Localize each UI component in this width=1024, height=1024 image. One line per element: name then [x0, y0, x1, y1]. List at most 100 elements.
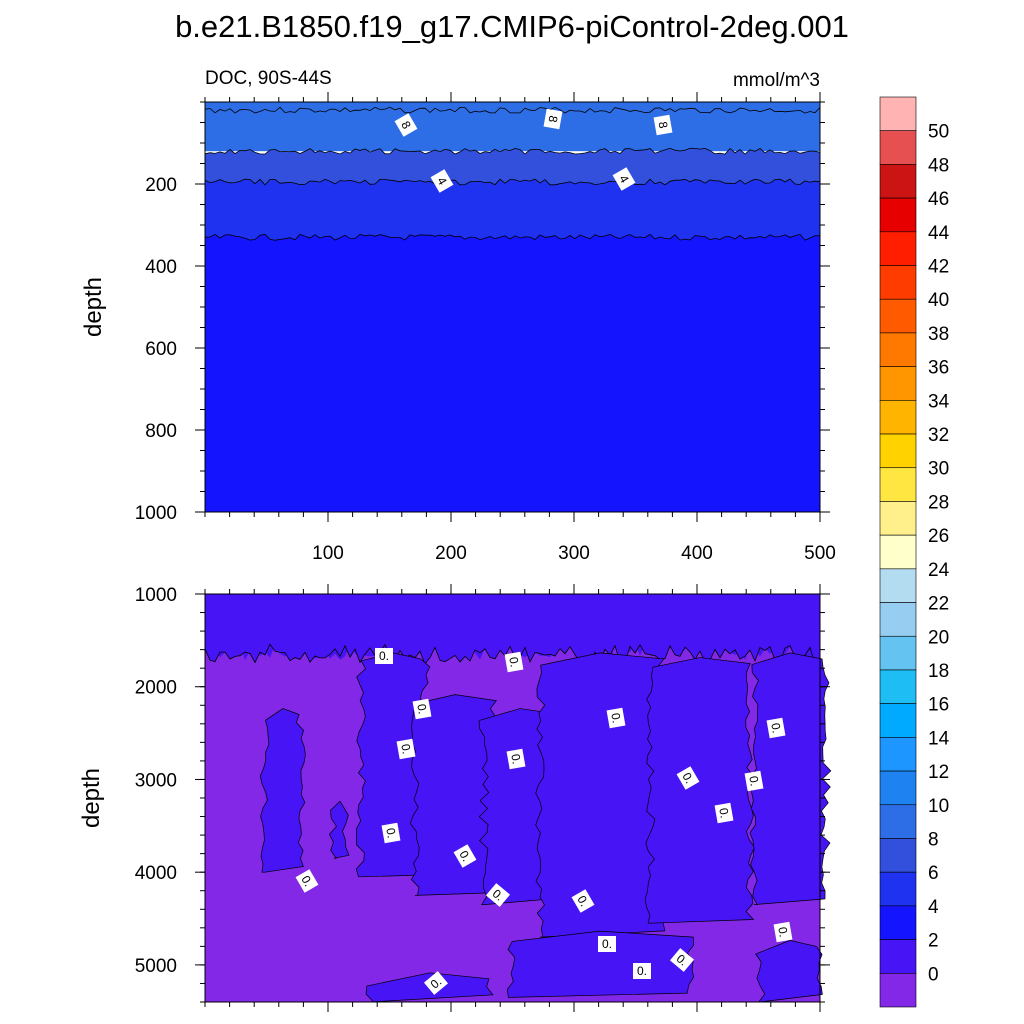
contour-label-bg	[612, 167, 636, 191]
contour-label-text: 0.	[398, 743, 414, 755]
plume-0-2	[749, 652, 832, 905]
colorbar-label: 44	[928, 223, 950, 244]
contour-label-text: 0.	[775, 926, 791, 938]
plume-0-2	[259, 708, 306, 873]
contour-label-text: 0.	[383, 827, 399, 839]
colorbar-label: 0	[928, 964, 939, 985]
x-tick-label: 500	[804, 543, 836, 564]
colorbar-label: 28	[928, 492, 949, 513]
contour-label-bg	[766, 717, 786, 739]
contour-label: 0.	[744, 770, 764, 792]
contour-label-text: 0.	[716, 807, 732, 819]
colorbar-swatch	[879, 298, 917, 334]
colorbar-swatch	[879, 737, 917, 772]
contour-label-bg	[606, 707, 626, 729]
colorbar-label: 34	[928, 391, 950, 412]
y-tick-label: 400	[145, 257, 177, 278]
contour-label-bg	[744, 770, 764, 792]
contour-label-text: 0.	[746, 775, 762, 787]
contour-label-text: 0.	[608, 712, 624, 724]
x-tick-label: 100	[312, 543, 344, 564]
colorbar-label: 38	[928, 324, 949, 345]
colorbar-swatch	[879, 197, 917, 233]
colorbar-swatch	[879, 332, 917, 367]
contour-label: 0.	[633, 963, 651, 979]
contour-line	[204, 178, 821, 186]
colorbar-swatch	[879, 366, 917, 401]
contour-label-bg	[669, 948, 695, 972]
colorbar-swatch	[879, 838, 917, 873]
contour-line	[204, 147, 821, 155]
contour-label: 0.	[506, 748, 526, 770]
contour-label-bg	[375, 648, 393, 664]
region-label: DOC, 90S-44S	[205, 68, 332, 89]
colorbar-swatch	[879, 96, 917, 132]
contour-label: 4	[430, 169, 454, 193]
colorbar-swatch	[879, 433, 917, 469]
contour-label-text: 0.	[768, 722, 784, 734]
colorbar-swatch	[879, 130, 917, 165]
colorbar-swatch	[879, 905, 917, 940]
plume-0-2	[506, 930, 694, 998]
contour-label: 0.	[766, 717, 786, 739]
contour-label-bg	[543, 108, 563, 130]
x-tick-label: 400	[681, 543, 713, 564]
contour-label-bg	[381, 822, 401, 844]
band-8	[205, 102, 820, 152]
contour-label: 0.	[295, 869, 319, 893]
contour-label: 0.	[412, 698, 432, 720]
colorbar-label: 4	[928, 897, 939, 918]
y-tick-label: 800	[145, 421, 177, 442]
y-tick-label: 5000	[135, 956, 177, 977]
colorbar-label: 26	[928, 526, 949, 547]
colorbar-label: 32	[928, 425, 949, 446]
band-2	[205, 234, 820, 513]
colorbar-label: 22	[928, 594, 949, 615]
upper-y-axis-title: depth	[80, 277, 107, 337]
contour-label: 0.	[773, 921, 793, 943]
contour-label: 4	[612, 167, 636, 191]
colorbar-swatch	[879, 939, 917, 974]
colorbar-label: 42	[928, 257, 949, 278]
colorbar-label: 40	[928, 290, 949, 311]
plume-0-2	[644, 657, 756, 924]
contour-label-text: 0.	[379, 649, 389, 663]
contour-label: 8	[653, 114, 673, 136]
colorbar-label: 48	[928, 155, 949, 176]
contour-label: 0.	[396, 738, 416, 760]
contour-line	[204, 233, 821, 241]
colorbar-swatch	[879, 467, 917, 502]
contour-label: 0.	[375, 648, 393, 664]
contour-label-bg	[295, 869, 319, 893]
contour-label-bg	[423, 971, 449, 995]
chart-title: b.e21.B1850.f19_g17.CMIP6-piControl-2deg…	[175, 9, 849, 44]
contour-label-bg	[653, 114, 673, 136]
plume-0-2	[328, 800, 350, 859]
colorbar-swatch	[879, 804, 917, 839]
contour-label: 0.	[714, 802, 734, 824]
y-tick-label: 1000	[135, 585, 177, 606]
contour-label-text: 0.	[508, 753, 524, 765]
contour-label-bg	[714, 802, 734, 824]
colorbar-label: 24	[928, 560, 950, 581]
colorbar-swatch	[879, 669, 917, 704]
colorbar-swatch	[879, 770, 917, 806]
contour-label-bg	[412, 698, 432, 720]
contour-label-bg	[571, 889, 595, 913]
y-tick-label: 1000	[135, 503, 177, 524]
contour-label-text: 0.	[414, 703, 430, 715]
contour-label-bg	[633, 963, 651, 979]
colorbar-swatch	[879, 568, 917, 603]
contour-label-bg	[453, 844, 477, 868]
colorbar-swatch	[879, 231, 917, 266]
colorbar-swatch	[879, 501, 917, 536]
lower-y-axis-title: depth	[78, 768, 105, 828]
colorbar-label: 2	[928, 931, 939, 952]
y-tick-label: 3000	[135, 770, 177, 791]
contour-label-bg	[396, 738, 416, 760]
y-tick-label: 600	[145, 339, 177, 360]
colorbar-swatch	[879, 265, 917, 300]
x-tick-label: 300	[558, 543, 590, 564]
contour-label: 8	[394, 113, 418, 137]
